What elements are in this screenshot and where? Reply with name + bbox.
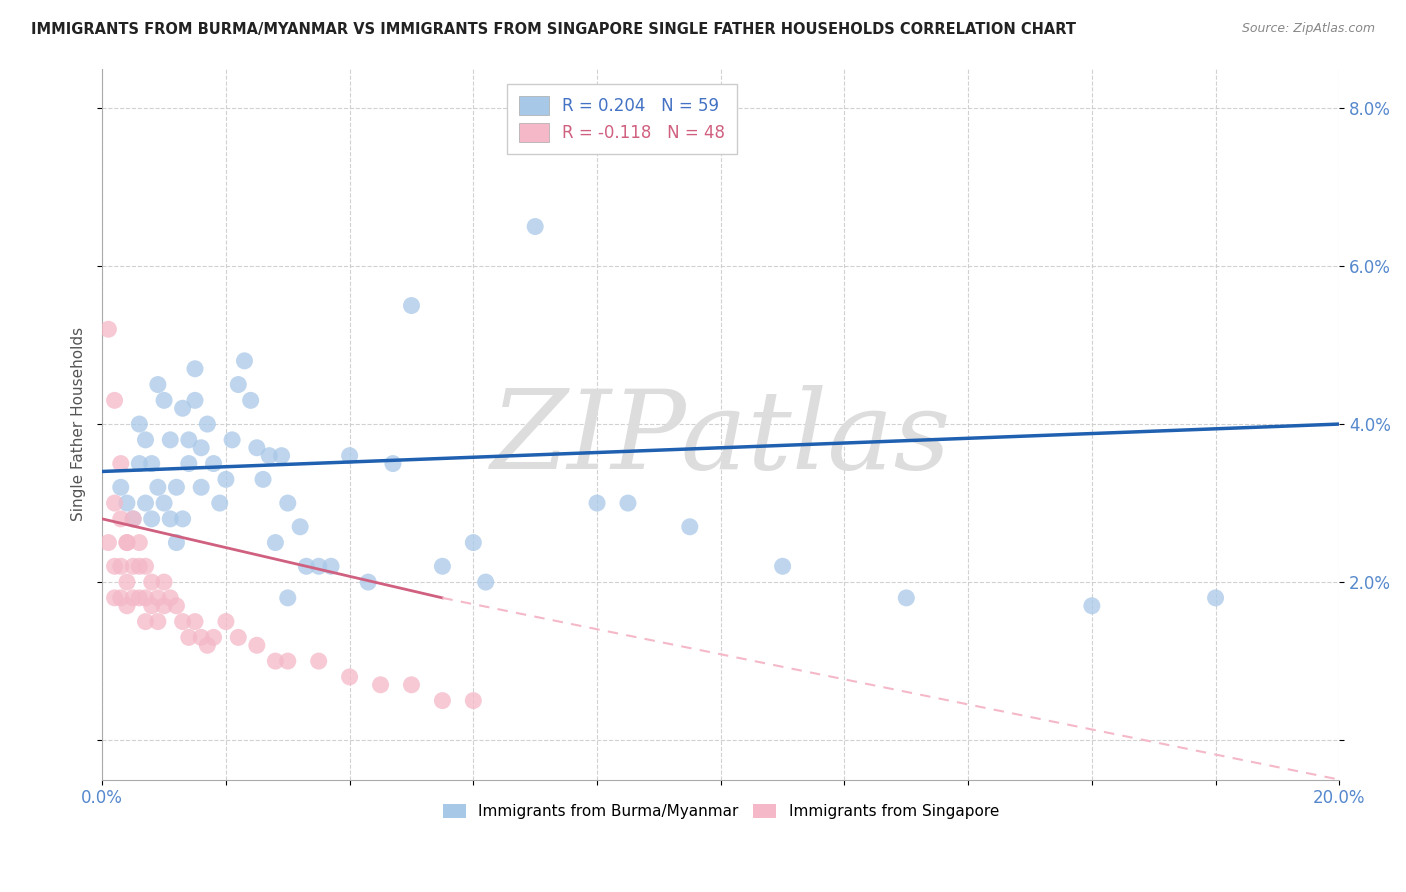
Point (122, 512, 145, 526)
Point (308, 654, 330, 668)
Point (146, 480, 169, 494)
Point (277, 654, 299, 668)
Point (141, 575, 163, 590)
Point (128, 457, 150, 471)
Point (257, 449, 280, 463)
Point (128, 417, 150, 431)
Point (159, 433, 181, 447)
Point (165, 535, 187, 549)
Point (134, 591, 156, 605)
Point (246, 638, 269, 652)
Point (165, 599, 187, 613)
Point (215, 472, 238, 486)
Point (134, 496, 156, 510)
Point (195, 417, 218, 431)
Point (103, 559, 125, 574)
Point (172, 615, 194, 629)
Point (115, 535, 138, 549)
Point (172, 401, 194, 416)
Point (110, 591, 132, 605)
Point (146, 377, 169, 392)
Point (246, 441, 269, 455)
Point (134, 433, 156, 447)
Point (772, 559, 794, 574)
Point (115, 535, 138, 549)
Point (110, 559, 132, 574)
Point (159, 512, 181, 526)
Point (153, 393, 176, 408)
Point (202, 457, 225, 471)
Point (184, 393, 207, 408)
Point (319, 559, 342, 574)
Point (226, 377, 249, 392)
Point (339, 670, 361, 684)
Point (110, 512, 132, 526)
Point (115, 575, 138, 590)
Point (474, 575, 496, 590)
Point (233, 354, 256, 368)
Point (463, 693, 485, 707)
Point (252, 472, 274, 486)
Point (288, 520, 311, 534)
Y-axis label: Single Father Households: Single Father Households (72, 327, 86, 521)
Point (264, 535, 287, 549)
Point (115, 599, 138, 613)
Point (134, 615, 156, 629)
Point (122, 591, 145, 605)
Point (524, 219, 547, 234)
Point (195, 638, 218, 652)
Point (277, 591, 299, 605)
Point (128, 559, 150, 574)
Point (146, 615, 169, 629)
Point (128, 591, 150, 605)
Point (177, 457, 200, 471)
Point (339, 449, 361, 463)
Point (159, 591, 181, 605)
Point (308, 559, 330, 574)
Point (190, 480, 212, 494)
Point (239, 393, 262, 408)
Point (122, 559, 145, 574)
Point (172, 512, 194, 526)
Point (896, 591, 918, 605)
Point (190, 441, 212, 455)
Point (184, 615, 207, 629)
Point (122, 512, 145, 526)
Point (190, 631, 212, 645)
Point (146, 591, 169, 605)
Point (153, 575, 176, 590)
Text: ZIPatlas: ZIPatlas (491, 384, 950, 492)
Point (370, 678, 392, 692)
Point (295, 559, 318, 574)
Point (184, 361, 207, 376)
Point (357, 575, 380, 590)
Point (679, 520, 702, 534)
Point (401, 299, 423, 313)
Point (1081, 599, 1104, 613)
Point (128, 535, 150, 549)
Point (141, 599, 163, 613)
Point (153, 599, 176, 613)
Point (134, 559, 156, 574)
Point (202, 631, 225, 645)
Point (1205, 591, 1227, 605)
Point (221, 433, 243, 447)
Point (617, 496, 640, 510)
Point (208, 496, 231, 510)
Text: Source: ZipAtlas.com: Source: ZipAtlas.com (1241, 22, 1375, 36)
Point (141, 457, 163, 471)
Point (215, 615, 238, 629)
Point (381, 457, 404, 471)
Point (177, 631, 200, 645)
Point (110, 480, 132, 494)
Point (277, 496, 299, 510)
Point (463, 535, 485, 549)
Point (103, 393, 125, 408)
Point (177, 433, 200, 447)
Point (110, 457, 132, 471)
Point (103, 496, 125, 510)
Point (97, 535, 120, 549)
Point (264, 654, 287, 668)
Point (401, 678, 423, 692)
